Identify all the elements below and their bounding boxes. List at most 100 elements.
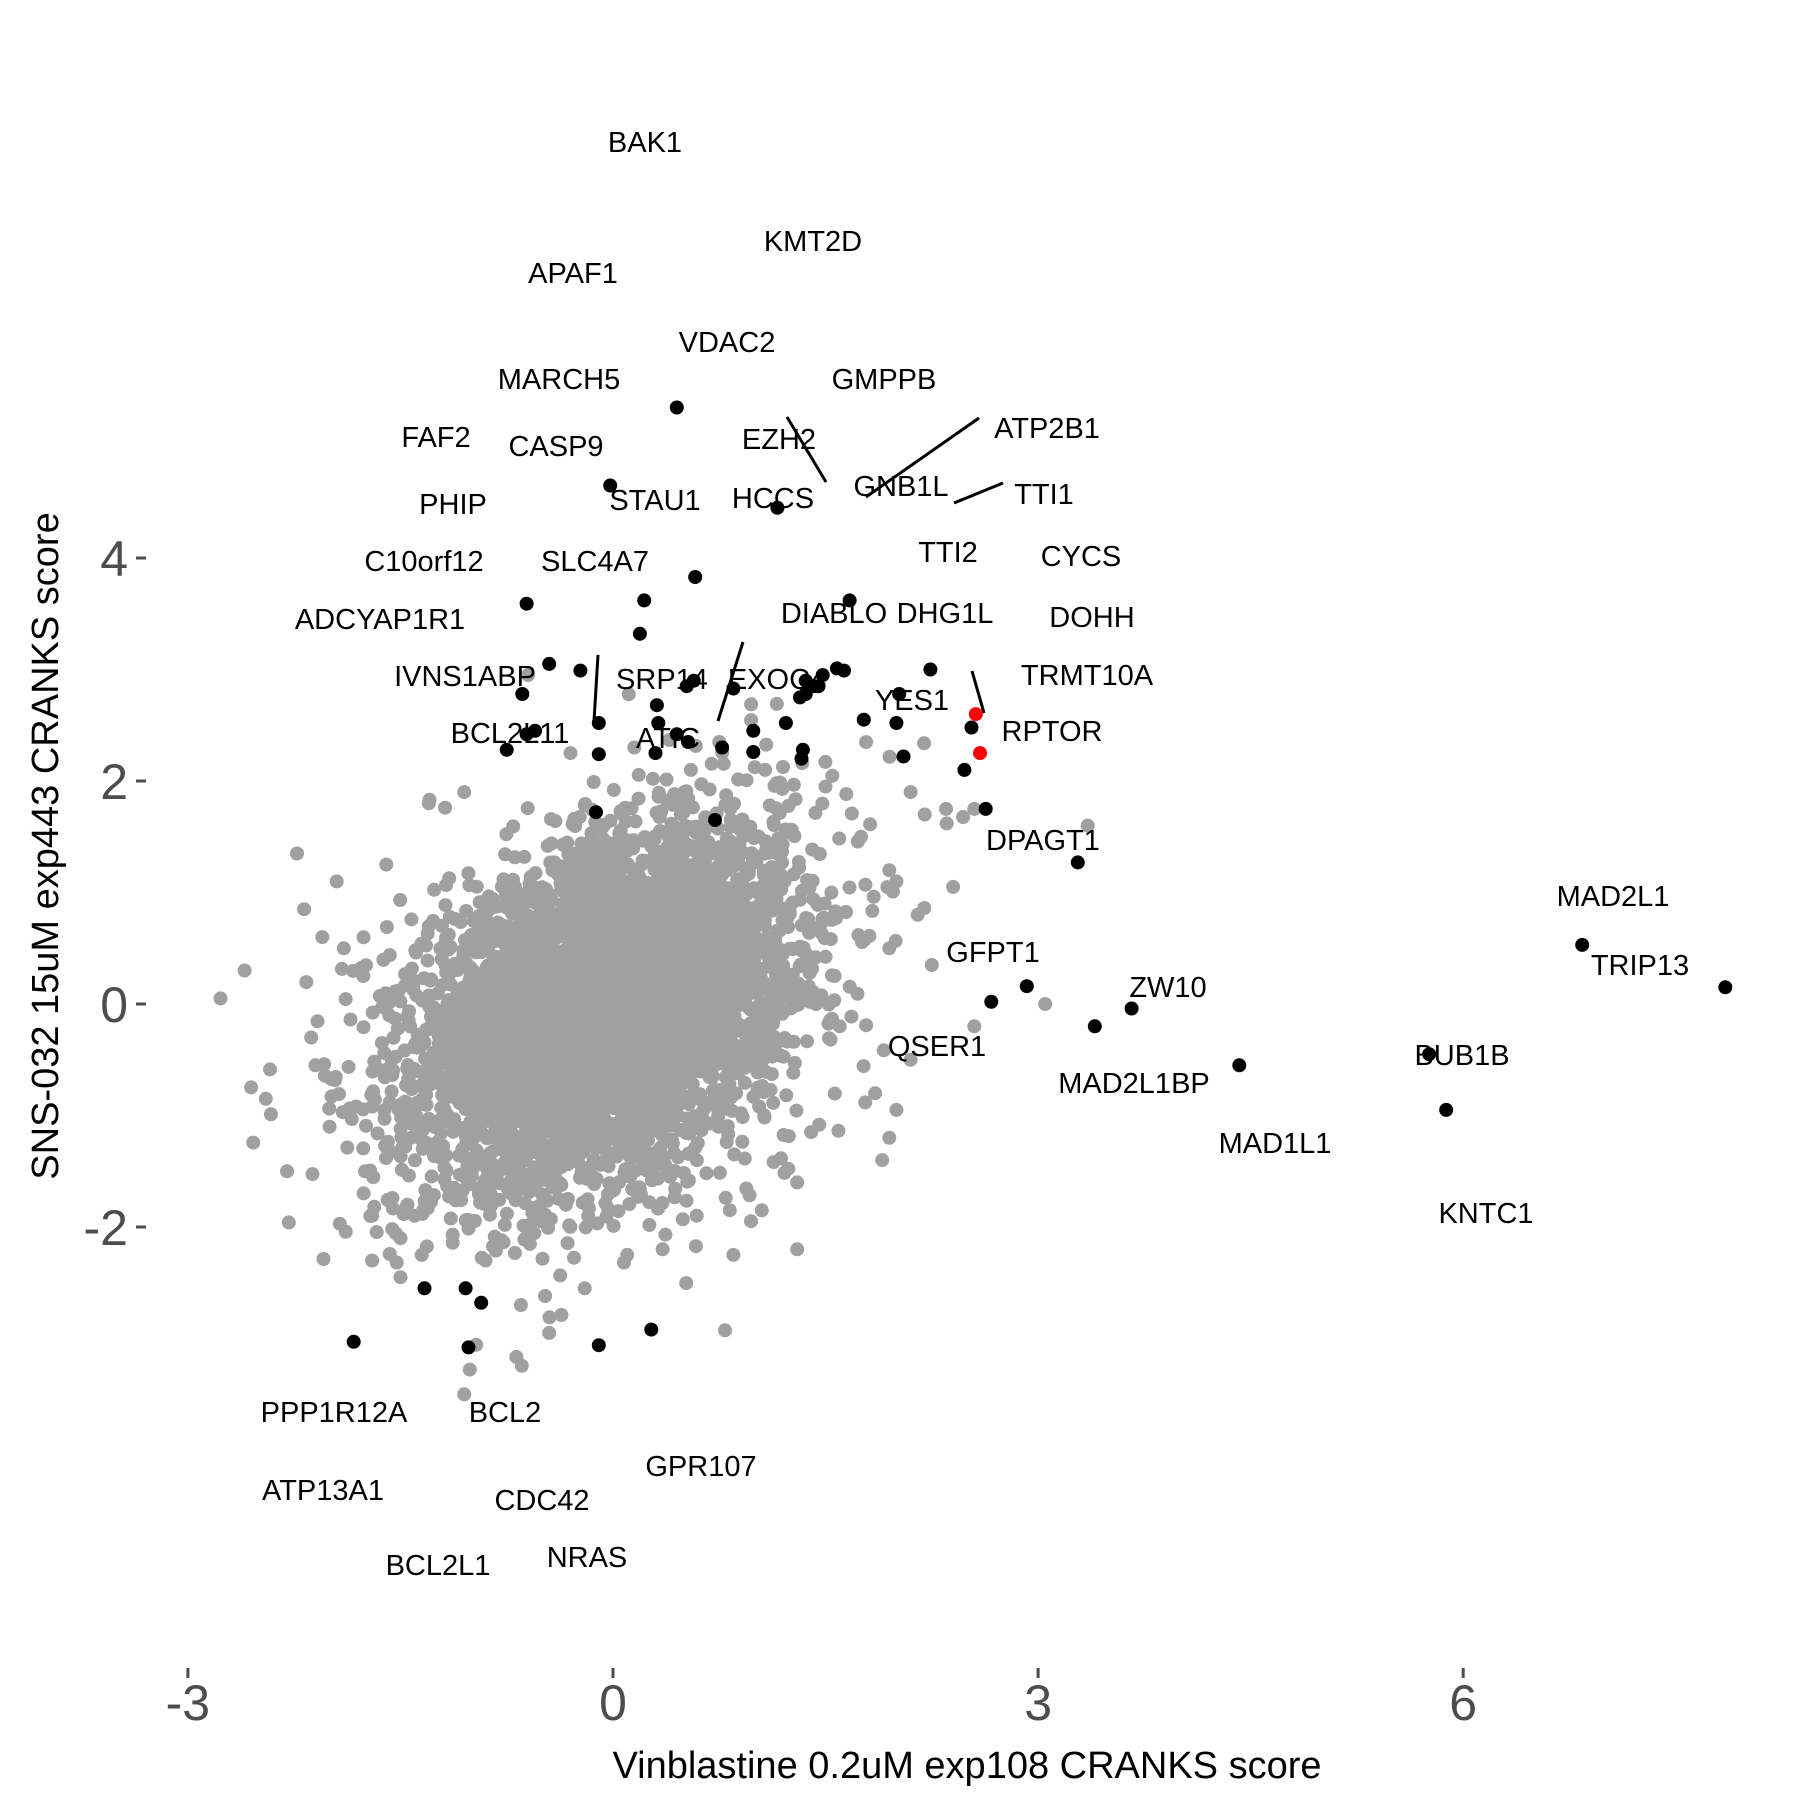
background-point xyxy=(744,697,759,712)
background-point xyxy=(419,1087,434,1102)
background-point xyxy=(791,855,806,869)
background-point xyxy=(631,767,646,782)
background-point xyxy=(800,950,815,965)
background-point xyxy=(394,1162,409,1177)
background-point xyxy=(712,1165,727,1180)
background-point xyxy=(430,986,445,1001)
background-point xyxy=(377,1111,392,1126)
background-point xyxy=(332,1216,347,1231)
background-point xyxy=(480,1158,495,1173)
background-point xyxy=(497,1155,512,1170)
background-point xyxy=(499,1206,514,1221)
background-point xyxy=(379,1151,393,1165)
background-point xyxy=(359,1118,373,1133)
background-point xyxy=(655,1196,670,1210)
background-point xyxy=(369,1225,384,1240)
background-point xyxy=(631,791,646,806)
background-point xyxy=(762,1017,777,1031)
background-point xyxy=(844,1009,859,1024)
background-point xyxy=(451,1021,466,1036)
background-point xyxy=(774,1151,788,1166)
background-point xyxy=(338,992,353,1007)
background-point xyxy=(628,1163,643,1178)
background-point xyxy=(525,1205,540,1220)
background-point xyxy=(420,953,435,968)
background-point xyxy=(863,817,878,832)
background-point xyxy=(759,737,774,752)
background-point xyxy=(340,1140,355,1155)
background-point xyxy=(334,961,349,976)
background-point xyxy=(518,1196,533,1211)
background-point xyxy=(406,982,421,997)
background-point xyxy=(443,1211,458,1226)
background-point xyxy=(773,1004,788,1019)
background-point xyxy=(419,1097,434,1112)
background-point xyxy=(766,1095,781,1110)
background-point xyxy=(370,1126,385,1141)
background-point xyxy=(617,800,632,815)
background-point xyxy=(384,1084,399,1099)
background-point xyxy=(767,1029,781,1044)
background-point xyxy=(621,857,635,872)
background-point xyxy=(567,1250,581,1265)
background-point xyxy=(417,971,432,986)
background-point xyxy=(679,1193,694,1208)
background-point xyxy=(606,1218,621,1233)
background-point xyxy=(452,1167,467,1182)
background-point-cloud xyxy=(213,668,1095,1402)
background-point xyxy=(317,1068,332,1083)
background-point xyxy=(827,1086,842,1101)
background-point xyxy=(865,903,880,918)
background-point xyxy=(365,1099,380,1114)
background-point xyxy=(735,1110,750,1125)
background-point xyxy=(419,938,433,953)
background-point xyxy=(543,855,558,870)
background-point xyxy=(356,1141,371,1156)
background-point xyxy=(550,867,565,882)
background-point xyxy=(606,782,621,797)
background-point xyxy=(438,898,453,913)
background-point xyxy=(356,1020,371,1035)
background-point xyxy=(341,1059,356,1074)
background-point xyxy=(505,906,520,921)
background-point xyxy=(463,939,477,954)
background-point xyxy=(493,1117,508,1131)
background-point xyxy=(315,930,330,945)
background-point xyxy=(702,782,717,797)
background-point xyxy=(744,936,759,951)
background-point xyxy=(590,1216,605,1231)
background-point xyxy=(757,918,772,933)
background-point xyxy=(600,1133,615,1148)
background-point xyxy=(827,993,842,1008)
background-point xyxy=(693,1087,708,1102)
background-point xyxy=(520,801,535,816)
background-point xyxy=(628,814,643,829)
background-point xyxy=(459,904,474,918)
background-point xyxy=(389,1255,404,1270)
background-point xyxy=(379,920,394,935)
background-point xyxy=(763,1082,778,1097)
background-point xyxy=(505,1187,520,1202)
background-point xyxy=(659,772,674,787)
background-point xyxy=(745,924,760,939)
background-point xyxy=(281,1215,296,1230)
background-point xyxy=(427,882,442,897)
background-point xyxy=(424,1169,439,1184)
background-point xyxy=(635,856,650,871)
background-point xyxy=(781,798,796,813)
background-point xyxy=(548,814,563,829)
background-point xyxy=(554,1308,569,1322)
background-point xyxy=(692,840,707,855)
background-point xyxy=(751,898,766,913)
background-point xyxy=(649,1085,664,1100)
background-point xyxy=(463,1155,478,1170)
background-point xyxy=(858,877,873,892)
background-point xyxy=(485,891,500,906)
background-point xyxy=(586,775,601,789)
background-point xyxy=(787,829,802,844)
background-point xyxy=(517,849,532,864)
background-point xyxy=(866,889,881,904)
background-point xyxy=(461,866,476,881)
